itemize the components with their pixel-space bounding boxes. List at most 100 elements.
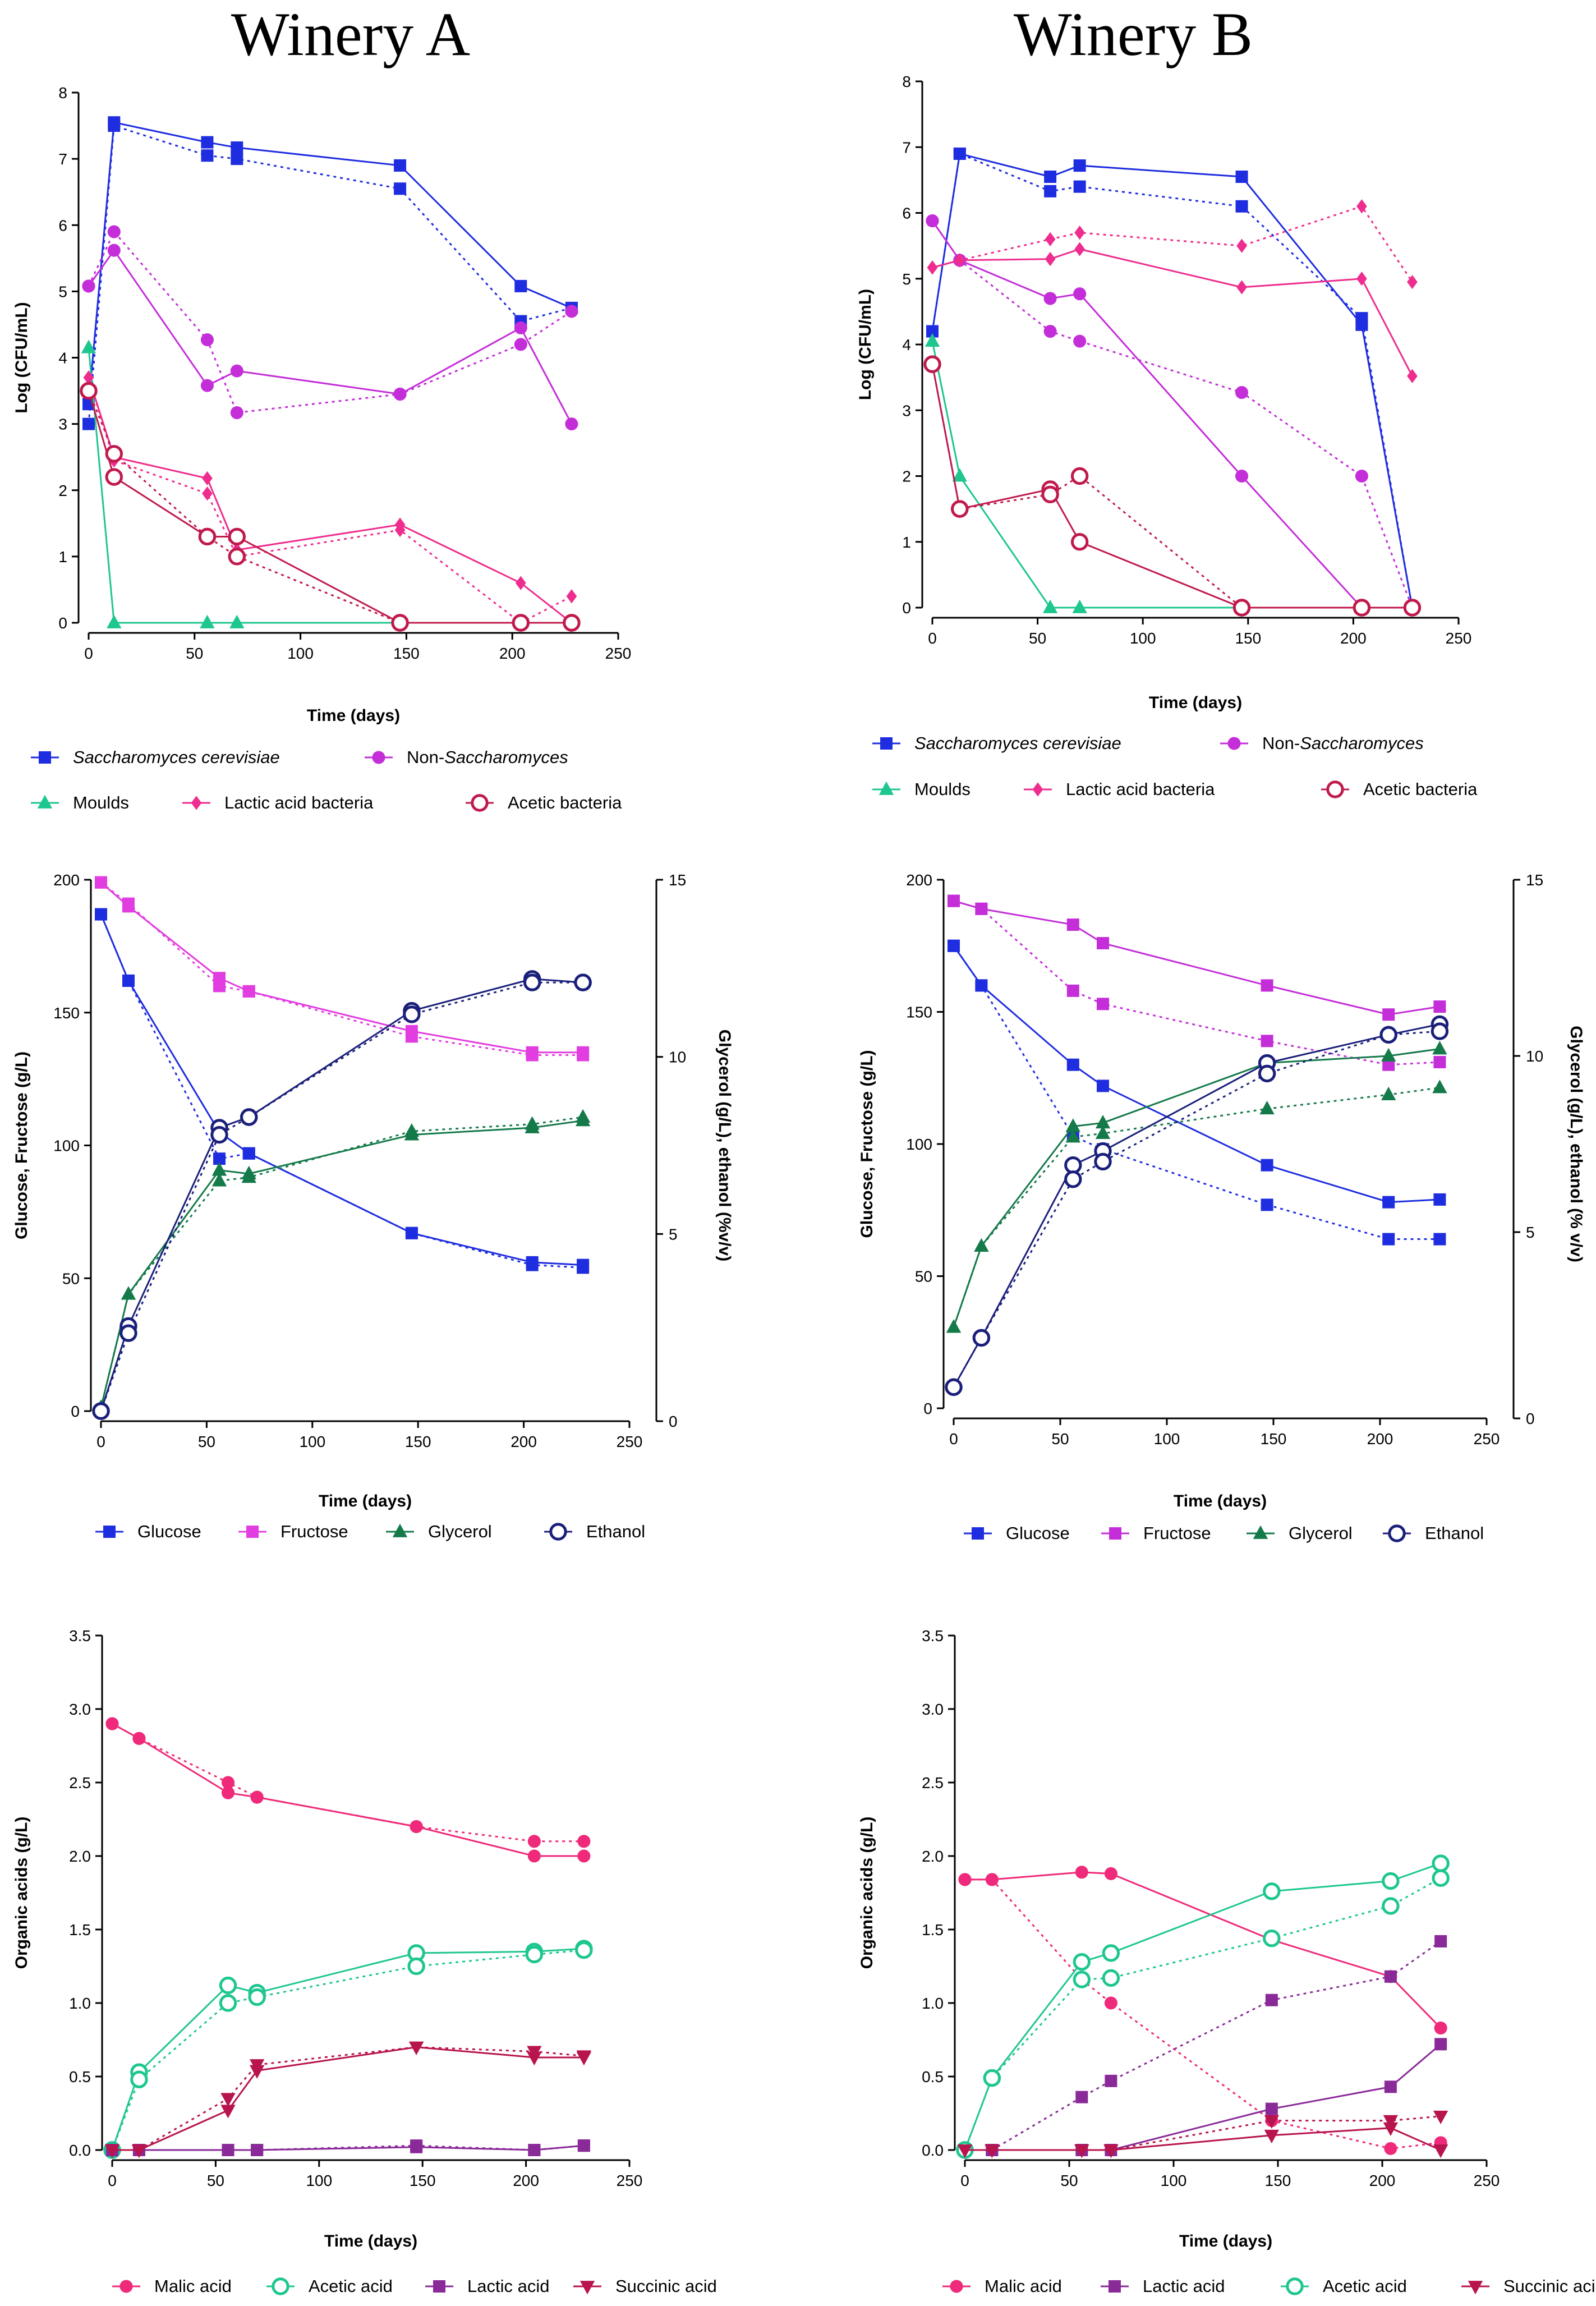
data-point [201, 136, 214, 149]
data-point [228, 527, 246, 546]
series-line [100, 913, 583, 1266]
data-point [1094, 1152, 1112, 1171]
series-malic-acid-solid [105, 1717, 591, 1863]
data-point [122, 897, 135, 910]
legend-label: Glycerol [1289, 1523, 1353, 1543]
data-point [81, 339, 96, 353]
data-point [1432, 1854, 1450, 1872]
data-point [957, 2144, 973, 2158]
data-point [132, 1731, 146, 1745]
data-point [1102, 1969, 1120, 1987]
data-point [1235, 469, 1249, 483]
data-point [1382, 1897, 1400, 1915]
legend-item: Acetic bacteria [1321, 779, 1478, 799]
legend-marker-icon [272, 2277, 289, 2295]
data-point [1265, 2102, 1278, 2115]
data-point [1041, 485, 1059, 504]
series-line [965, 2115, 1441, 2151]
series-line [112, 2046, 584, 2151]
series-glycerol-dotted [946, 1079, 1447, 1333]
y-axis-label: Log (CFU/mL) [856, 289, 875, 400]
data-point [1432, 1079, 1447, 1094]
data-point [410, 2139, 423, 2152]
x-tick-label: 200 [513, 2172, 539, 2189]
data-point [1356, 272, 1367, 286]
data-point [1381, 1086, 1396, 1100]
data-point [1384, 2080, 1397, 2093]
series-line [111, 1947, 584, 2151]
data-point [527, 1835, 541, 1848]
y2-tick-label: 5 [669, 1225, 678, 1243]
series-succinic-acid-solid [104, 2041, 592, 2158]
data-point [211, 1173, 227, 1187]
series-non-saccharomyces-dotted [82, 225, 578, 420]
legend-item: Ethanol [544, 1522, 645, 1541]
legend-item: Non-Saccharomyces [1220, 733, 1424, 753]
data-point [983, 2069, 1001, 2087]
data-point [213, 1152, 226, 1165]
data-point [200, 614, 215, 628]
data-point [1097, 1079, 1109, 1092]
legend-item: Acetic acid [1281, 2276, 1407, 2296]
title-winery-a: Winery A [231, 0, 470, 68]
data-point [1384, 1970, 1397, 1983]
data-point [229, 614, 245, 628]
series-line [112, 1722, 584, 1857]
data-point [1064, 1156, 1082, 1174]
data-point [1264, 2129, 1280, 2144]
legend-marker-icon [39, 751, 51, 764]
data-point [82, 417, 95, 430]
y-tick-label: 8 [902, 73, 911, 90]
legend-marker-icon [880, 737, 893, 750]
chart-B3: 0 50 100 150 200 250 0.0 0.5 1.0 1.5 2.0 2.5 3.0 3.5 T… [858, 1627, 1596, 2296]
series-line [100, 1119, 583, 1408]
series-line [88, 230, 572, 414]
x-axis-label: Time (days) [324, 2232, 417, 2250]
data-point [228, 548, 246, 566]
legend-item: Lactic acid [425, 2276, 549, 2296]
legend-item: Glucose [964, 1523, 1070, 1543]
data-point [241, 1169, 256, 1183]
data-point [1433, 2110, 1448, 2125]
x-tick-label: 50 [1051, 1430, 1069, 1448]
legend-label: Moulds [914, 779, 971, 799]
y-axis-label: Glucose, Fructose (g/L) [12, 1051, 31, 1239]
data-point [565, 417, 578, 431]
legend-label-prefix: Non- [407, 747, 444, 767]
series-moulds-solid [925, 333, 1420, 613]
series-line [112, 1722, 584, 1843]
data-point [393, 387, 407, 401]
x-tick-label: 250 [617, 1433, 643, 1450]
data-point [1095, 1125, 1111, 1140]
y-tick-label: 2 [902, 468, 911, 485]
data-point [1382, 1058, 1395, 1071]
data-point [92, 1402, 110, 1420]
data-point [526, 1049, 539, 1062]
y-tick-label: 3 [902, 402, 911, 419]
chart-B2: 0 50 100 150 200 250 0 50 100 150 200 0 5 10 15 Glycero… [858, 871, 1585, 1543]
x-tick-label: 150 [410, 2172, 436, 2189]
legend-item: Ethanol [1383, 1523, 1484, 1543]
series-acetic-acid-solid [103, 1940, 593, 2159]
x-axis-label: Time (days) [1179, 2232, 1272, 2250]
data-point [121, 1286, 136, 1300]
data-point [1433, 1000, 1446, 1013]
x-tick-label: 200 [1340, 630, 1367, 647]
data-point [202, 471, 213, 486]
series-glucose-solid [948, 939, 1446, 1209]
data-point [1383, 2122, 1399, 2136]
data-point [242, 1147, 255, 1160]
y2-tick-label: 0 [1526, 1410, 1535, 1427]
y-tick-label: 0.5 [922, 2068, 944, 2085]
data-point [1042, 599, 1058, 613]
legend-marker-icon [471, 794, 489, 812]
legend-label: Glucose [137, 1522, 201, 1541]
y-tick-label: 150 [53, 1004, 80, 1022]
series-line [931, 220, 1413, 609]
y-tick-label: 2.0 [922, 1848, 944, 1865]
data-point [83, 370, 94, 385]
y-tick-label: 3.5 [922, 1627, 944, 1644]
series-fructose-solid [95, 876, 590, 1059]
series-line [953, 1087, 1440, 1328]
data-point [1382, 1196, 1395, 1209]
